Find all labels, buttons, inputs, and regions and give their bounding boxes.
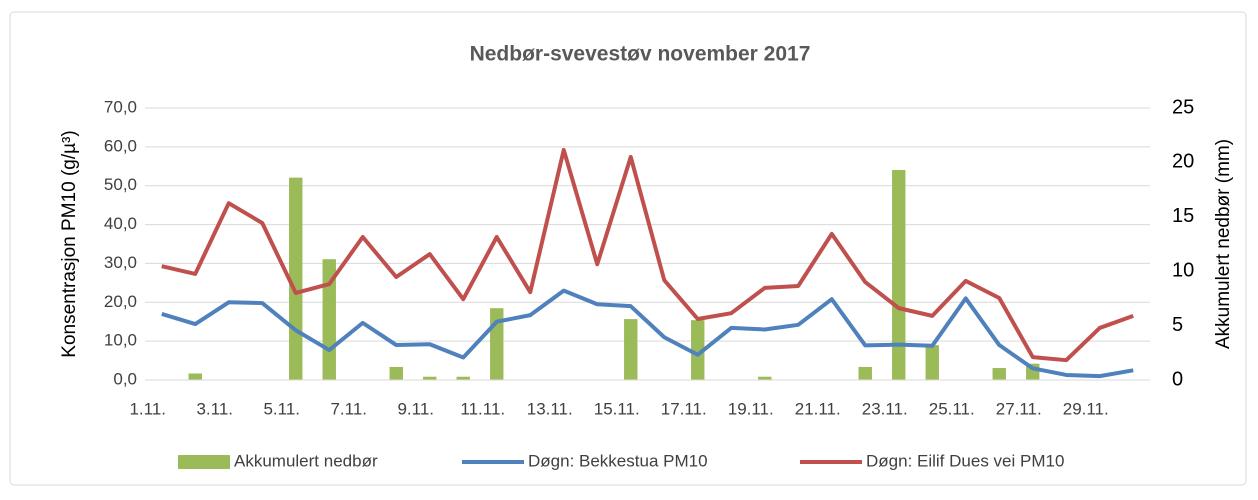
bar xyxy=(624,319,638,380)
y-tick-label: 50,0 xyxy=(104,175,137,194)
x-tick-label: 19.11. xyxy=(728,399,774,418)
legend-label: Døgn: Bekkestua PM10 xyxy=(528,451,708,470)
bar xyxy=(691,320,705,380)
y2-tick-label: 0 xyxy=(1172,368,1183,390)
y2-tick-label: 20 xyxy=(1172,151,1194,173)
x-tick-label: 15.11. xyxy=(594,399,640,418)
y-tick-label: 10,0 xyxy=(104,331,137,350)
x-tick-label: 3.11. xyxy=(196,399,233,418)
y-tick-label: 70,0 xyxy=(104,97,137,116)
legend-label: Døgn: Eilif Dues vei PM10 xyxy=(866,451,1064,470)
x-tick-label: 21.11. xyxy=(795,399,841,418)
x-tick-label: 17.11. xyxy=(661,399,707,418)
y-tick-label: 40,0 xyxy=(104,214,137,233)
x-tick-label: 5.11. xyxy=(263,399,300,418)
y-tick-label: 60,0 xyxy=(104,136,137,155)
y2-tick-label: 15 xyxy=(1172,205,1194,227)
bar xyxy=(892,170,906,380)
bar xyxy=(456,376,470,380)
bar xyxy=(423,376,437,380)
x-tick-label: 9.11. xyxy=(397,399,434,418)
x-tick-label: 25.11. xyxy=(929,399,975,418)
bar xyxy=(389,366,403,380)
bar xyxy=(858,366,872,380)
x-tick-label: 11.11. xyxy=(460,399,505,418)
line xyxy=(161,288,1134,379)
x-tick-label: 7.11. xyxy=(330,399,367,418)
y2-tick-label: 5 xyxy=(1172,314,1183,336)
x-tick-label: 27.11. xyxy=(996,399,1042,418)
y2-tick-label: 10 xyxy=(1172,259,1194,281)
x-tick-label: 13.11. xyxy=(527,399,573,418)
y-tick-label: 0,0 xyxy=(113,369,137,388)
bar xyxy=(925,345,939,380)
bar xyxy=(758,376,772,380)
y-axis-label: Konsentrasjon PM10 (g/µ³) xyxy=(59,130,80,357)
legend-label: Akkumulert nedbør xyxy=(234,451,378,470)
y-tick-label: 20,0 xyxy=(104,292,137,311)
y2-axis-label: Akkumulert nedbør (mm) xyxy=(1213,139,1234,349)
bar xyxy=(992,368,1006,380)
line xyxy=(161,147,1134,363)
bar xyxy=(188,373,202,380)
chart-title: Nedbør-svevestøv november 2017 xyxy=(470,43,811,66)
y-tick-label: 30,0 xyxy=(104,253,137,272)
x-tick-label: 23.11. xyxy=(862,399,908,418)
x-tick-label: 1.11. xyxy=(129,399,166,418)
legend-swatch xyxy=(178,455,230,469)
y2-tick-label: 25 xyxy=(1172,96,1194,118)
x-tick-label: 29.11. xyxy=(1063,399,1109,418)
